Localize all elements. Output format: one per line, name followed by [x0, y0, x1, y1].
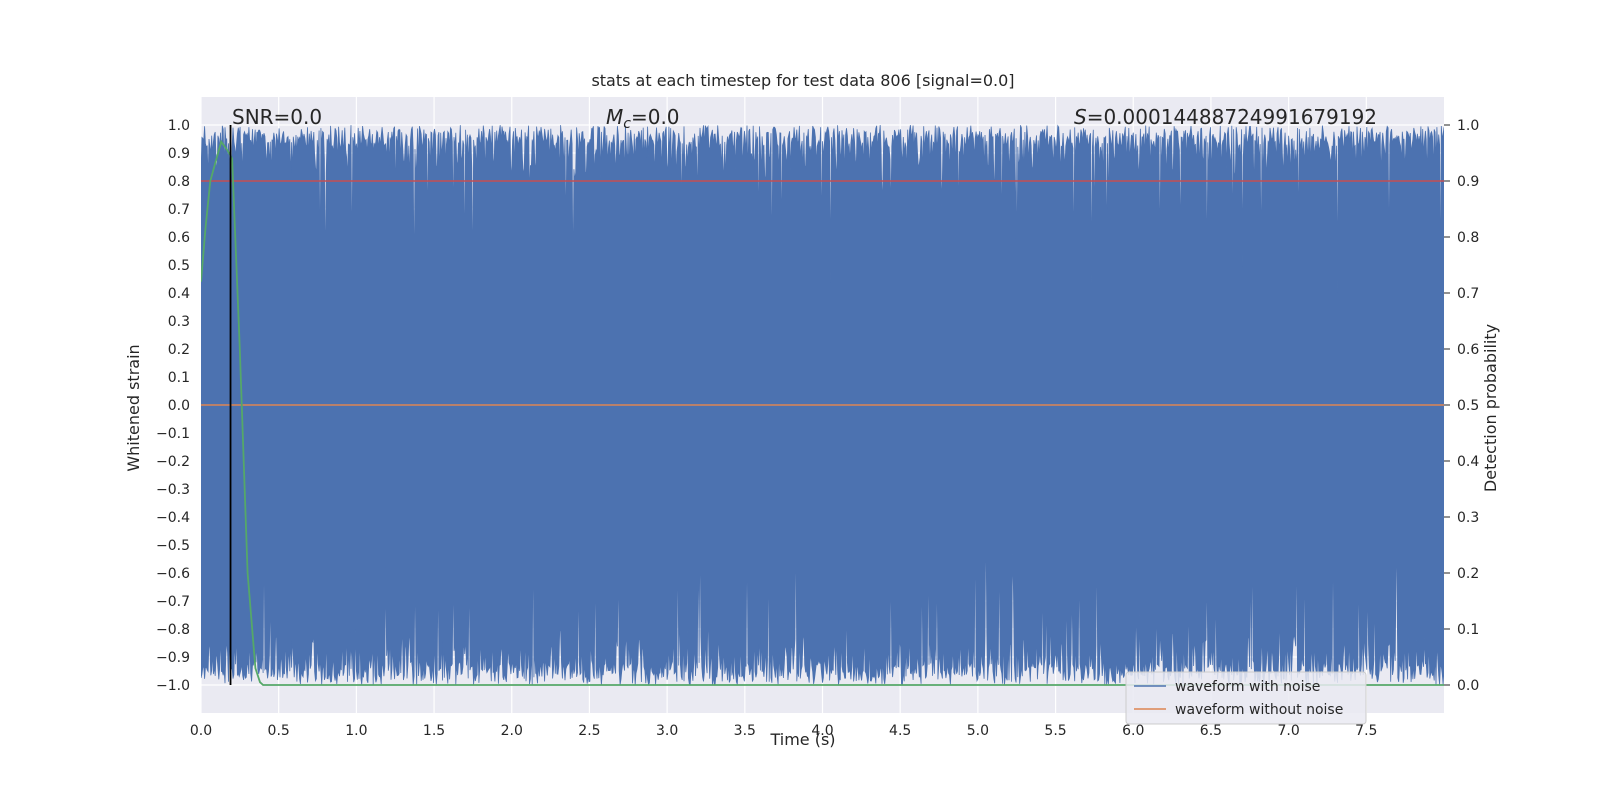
x-axis-ticks: 0.0 0.5 1.0 1.5 2.0 2.5 3.0 3.5 4.0 4.5 5.0 5.5 6.0 6…	[190, 723, 1378, 739]
x-tick-label: 4.0	[811, 723, 833, 739]
y-axis-left-ticks: 1.0 0.9 0.8 0.7 0.6 0.5 0.4 0.3 0.2 0.1 0.0 −0.1 −0.…	[156, 118, 190, 694]
y-left-tick-label: −0.5	[156, 538, 190, 554]
x-tick-label: 4.5	[889, 723, 911, 739]
y-left-tick-label: −1.0	[156, 678, 190, 694]
score-value: =0.00014488724991679192	[1087, 105, 1377, 129]
chirp-mass-value: =0.0	[631, 105, 680, 129]
x-tick-label: 6.5	[1200, 723, 1222, 739]
score-annotation: S=0.00014488724991679192	[1074, 105, 1377, 129]
legend-label-clean: waveform without noise	[1175, 702, 1343, 718]
x-tick-label: 3.5	[734, 723, 756, 739]
legend-box	[1125, 671, 1367, 725]
x-tick-label: 3.0	[656, 723, 678, 739]
y-right-tick-label: 0.7	[1457, 286, 1479, 302]
x-tick-label: 1.5	[423, 723, 445, 739]
y-left-tick-label: −0.3	[156, 482, 190, 498]
y-right-tick-label: 0.1	[1457, 622, 1479, 638]
y-right-tick-label: 0.2	[1457, 566, 1479, 582]
x-tick-label: 0.5	[268, 723, 290, 739]
y-left-tick-label: 0.1	[168, 370, 190, 386]
y-right-tick-label: 0.5	[1457, 398, 1479, 414]
x-tick-label: 2.0	[501, 723, 523, 739]
y-left-tick-label: −0.2	[156, 454, 190, 470]
y-right-tick-label: 0.0	[1457, 678, 1479, 694]
x-axis-label: Time (s)	[769, 730, 835, 749]
y-right-tick-label: 0.8	[1457, 230, 1479, 246]
y-right-tick-label: 0.4	[1457, 454, 1479, 470]
data-layer	[201, 124, 1444, 686]
y-left-tick-label: 0.6	[168, 230, 190, 246]
y-left-tick-label: −0.6	[156, 566, 190, 582]
x-tick-label: 2.5	[578, 723, 600, 739]
y-right-tick-label: 1.0	[1457, 118, 1479, 134]
x-tick-label: 6.0	[1122, 723, 1144, 739]
chart-title: stats at each timestep for test data 806…	[591, 71, 1014, 90]
x-tick-label: 5.5	[1044, 723, 1066, 739]
y-axis-right-ticks: 1.0 0.9 0.8 0.7 0.6 0.5 0.4 0.3 0.2 0.1 0.0	[1444, 118, 1479, 694]
x-tick-label: 7.5	[1355, 723, 1377, 739]
y-left-tick-label: 0.0	[168, 398, 190, 414]
y-left-tick-label: 0.3	[168, 314, 190, 330]
legend-label-noise: waveform with noise	[1175, 679, 1320, 695]
legend: waveform with noise waveform without noi…	[1125, 671, 1367, 725]
y-left-tick-label: 0.2	[168, 342, 190, 358]
score-symbol: S	[1074, 105, 1087, 129]
y-right-tick-label: 0.9	[1457, 174, 1479, 190]
y-left-tick-label: −0.8	[156, 622, 190, 638]
x-tick-label: 0.0	[190, 723, 212, 739]
y-left-tick-label: 0.8	[168, 174, 190, 190]
chirp-mass-symbol: M	[606, 105, 623, 129]
y-left-tick-label: −0.1	[156, 426, 190, 442]
y-right-tick-label: 0.3	[1457, 510, 1479, 526]
y-axis-left-label: Whitened strain	[124, 344, 143, 471]
y-left-tick-label: −0.4	[156, 510, 190, 526]
chirp-mass-subscript: c	[623, 116, 631, 132]
chirp-mass-annotation: Mc=0.0	[606, 105, 680, 132]
x-tick-label: 5.0	[967, 723, 989, 739]
x-tick-label: 1.0	[345, 723, 367, 739]
y-left-tick-label: 1.0	[168, 118, 190, 134]
y-left-tick-label: 0.4	[168, 286, 190, 302]
y-left-tick-label: −0.9	[156, 650, 190, 666]
snr-annotation: SNR=0.0	[232, 105, 322, 129]
y-right-tick-label: 0.6	[1457, 342, 1479, 358]
series-detection-probability	[201, 139, 1444, 686]
y-left-tick-label: 0.9	[168, 146, 190, 162]
x-tick-label: 7.0	[1277, 723, 1299, 739]
y-left-tick-label: 0.7	[168, 202, 190, 218]
y-left-tick-label: 0.5	[168, 258, 190, 274]
y-axis-right-label: Detection probability	[1481, 324, 1500, 492]
y-left-tick-label: −0.7	[156, 594, 190, 610]
